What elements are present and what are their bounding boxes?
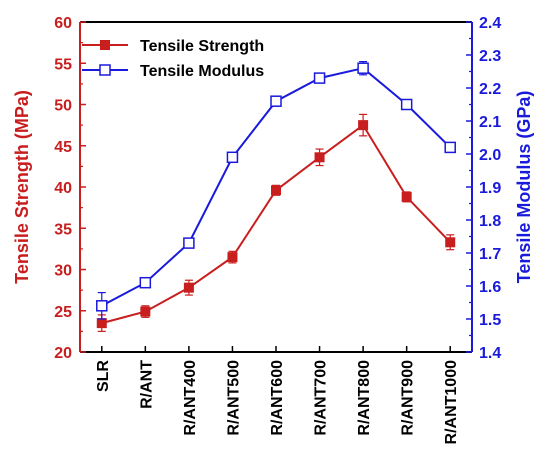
- series-layer: [96, 60, 456, 332]
- left-tick-label: 45: [54, 139, 72, 156]
- data-point-strength: [445, 237, 456, 248]
- data-point-strength: [314, 152, 325, 163]
- right-axis-title: Tensile Modulus (GPa): [514, 91, 534, 284]
- right-tick-label: 1.8: [479, 213, 501, 230]
- left-tick-label: 50: [54, 98, 72, 115]
- right-tick-label: 1.9: [479, 180, 501, 197]
- data-point-modulus: [357, 62, 369, 74]
- data-point-strength: [96, 318, 107, 329]
- right-tick-label: 2.1: [479, 114, 501, 131]
- left-tick-label: 35: [54, 221, 72, 238]
- x-tick-label: R/ANT800: [356, 360, 373, 436]
- right-tick-label: 1.7: [479, 246, 501, 263]
- data-point-modulus: [444, 141, 456, 154]
- x-tick-label: SLR: [95, 360, 112, 392]
- legend-label-modulus: Tensile Modulus: [140, 63, 264, 80]
- right-tick-label: 1.6: [479, 279, 501, 296]
- legend-label-strength: Tensile Strength: [140, 38, 264, 55]
- data-point-modulus: [139, 276, 152, 289]
- left-tick-label: 40: [54, 180, 72, 197]
- right-tick-label: 2.3: [479, 48, 501, 65]
- x-tick-label: R/ANT700: [313, 360, 330, 436]
- x-tick-label: R/ANT500: [225, 360, 242, 436]
- data-point-strength: [140, 306, 151, 317]
- data-point-strength: [401, 191, 412, 202]
- data-point-modulus: [226, 151, 239, 164]
- legend: Tensile Strength Tensile Modulus: [82, 38, 264, 80]
- data-point-modulus: [270, 95, 282, 107]
- axes-layer: 20 25 30 35 40 45 50 55 60 1.4 1.5 1.6 1.7 1.8 1.9 2.0 2…: [54, 15, 501, 444]
- legend-marker-strength: [100, 40, 110, 50]
- left-tick-label: 25: [54, 304, 72, 321]
- left-axis-title: Tensile Strength (MPa): [12, 90, 32, 284]
- right-tick-label: 1.5: [479, 312, 501, 329]
- left-tick-label: 20: [54, 345, 72, 362]
- x-tick-label: R/ANT600: [269, 360, 286, 436]
- data-point-strength: [183, 282, 194, 293]
- x-tick-label: R/ANT900: [400, 360, 417, 436]
- data-point-modulus: [400, 98, 413, 111]
- right-tick-label: 2.4: [479, 15, 501, 32]
- right-tick-label: 1.4: [479, 345, 501, 362]
- data-point-strength: [271, 185, 281, 196]
- left-tick-label: 55: [54, 56, 72, 73]
- left-tick-label: 60: [54, 15, 72, 32]
- left-tick-label: 30: [54, 263, 72, 280]
- x-tick-label: R/ANT: [138, 360, 155, 409]
- data-point-modulus: [183, 237, 195, 249]
- data-point-strength: [227, 252, 238, 263]
- legend-marker-modulus: [99, 64, 111, 76]
- data-point-strength: [358, 120, 369, 131]
- data-point-modulus: [96, 300, 108, 312]
- series-line-strength: [101, 123, 451, 325]
- x-tick-label: R/ANT400: [182, 360, 199, 436]
- data-point-modulus: [313, 72, 326, 84]
- right-tick-label: 2.0: [479, 147, 501, 164]
- x-tick-label: R/ANT1000: [443, 360, 460, 445]
- right-tick-label: 2.2: [479, 81, 501, 98]
